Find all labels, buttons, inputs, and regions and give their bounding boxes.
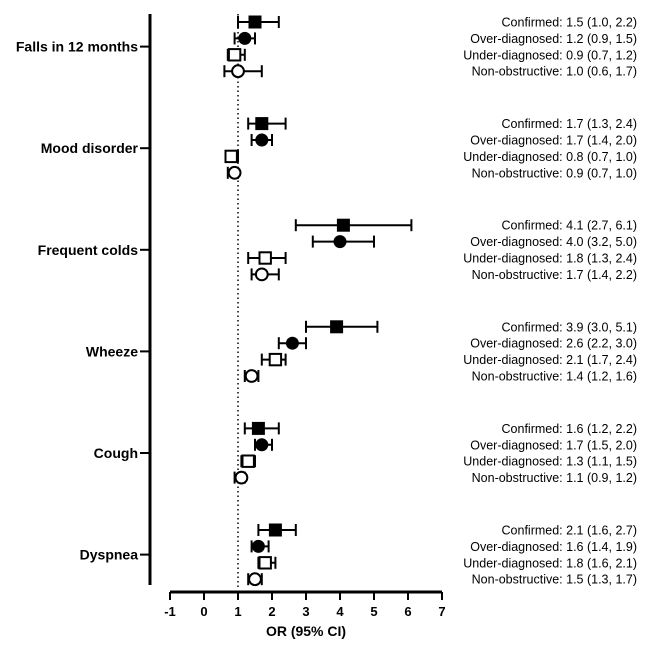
point-filled-circle [285,336,299,350]
estimate-label: Over-diagnosed: 4.0 (3.2, 5.0) [470,235,637,249]
estimate-label: Under-diagnosed: 2.1 (1.7, 2.4) [463,353,637,367]
x-tick-label: -1 [164,604,176,619]
point-open-square [224,149,238,164]
estimate-label: Under-diagnosed: 0.9 (0.7, 1.2) [463,48,637,62]
x-axis-title: OR (95% CI) [266,623,346,639]
point-open-circle [248,572,262,587]
x-tick-label: 5 [370,604,377,619]
x-tick-label: 3 [302,604,309,619]
point-open-circle [254,267,269,282]
estimate-label: Over-diagnosed: 1.2 (0.9, 1.5) [470,32,637,46]
estimate-label: Confirmed: 1.7 (1.3, 2.4) [502,117,637,131]
point-filled-circle [251,539,265,553]
estimate-label: Over-diagnosed: 2.6 (2.2, 3.0) [470,337,637,351]
estimate-label: Confirmed: 4.1 (2.7, 6.1) [502,219,637,233]
category-label: Wheeze [86,343,138,359]
estimate-label: Under-diagnosed: 1.8 (1.3, 2.4) [463,252,637,266]
point-open-square [258,556,272,570]
estimate-label: Non-obstructive: 1.4 (1.2, 1.6) [472,370,637,384]
estimate-annotations: Confirmed: 1.5 (1.0, 2.2) Over-diagnosed:… [463,16,637,587]
estimate-label: Confirmed: 1.6 (1.2, 2.2) [502,422,637,436]
point-open-square [241,454,255,468]
category-label: Frequent colds [38,242,139,258]
point-filled-square [268,523,282,537]
x-tick-label: 0 [200,604,207,619]
category-label: Cough [94,445,138,461]
point-filled-square [336,218,350,232]
estimate-label: Non-obstructive: 0.9 (0.7, 1.0) [472,166,637,180]
estimate-label: Confirmed: 2.1 (1.6, 2.7) [502,524,637,538]
point-filled-square [330,320,344,334]
point-filled-square [248,15,262,29]
point-open-circle [227,165,242,180]
category-label: Dyspnea [80,547,139,563]
point-filled-circle [255,133,269,147]
point-filled-square [251,421,265,435]
category-labels: Falls in 12 months Mood disorder Frequent … [16,39,150,563]
estimate-label: Non-obstructive: 1.7 (1.4, 2.2) [472,268,637,282]
estimate-label: Confirmed: 3.9 (3.0, 5.1) [502,320,637,334]
estimate-label: Over-diagnosed: 1.6 (1.4, 1.9) [470,540,637,554]
x-tick-label: 6 [404,604,411,619]
point-open-circle [234,470,249,485]
estimate-label: Non-obstructive: 1.5 (1.3, 1.7) [472,573,637,587]
point-filled-square [255,117,269,131]
estimate-label: Under-diagnosed: 1.8 (1.6, 2.1) [463,556,637,570]
point-filled-circle [255,438,269,452]
category-label: Falls in 12 months [16,39,138,55]
category-label: Mood disorder [41,140,139,156]
x-tick-label: 1 [234,604,241,619]
x-tick-label: 2 [268,604,275,619]
estimate-label: Under-diagnosed: 1.3 (1.1, 1.5) [463,455,637,469]
x-tick-label: 4 [336,604,344,619]
estimate-label: Over-diagnosed: 1.7 (1.4, 2.0) [470,134,637,148]
point-open-square [268,352,283,367]
point-open-square [258,251,272,265]
estimate-label: Under-diagnosed: 0.8 (0.7, 1.0) [463,150,637,164]
estimate-label: Confirmed: 1.5 (1.0, 2.2) [502,16,637,30]
x-tick-label: 7 [438,604,445,619]
x-axis-ticks [169,592,443,600]
x-axis-tick-labels: -1 0 1 2 3 4 5 6 7 [164,604,445,619]
estimate-label: Over-diagnosed: 1.7 (1.5, 2.0) [470,438,637,452]
point-estimates [224,15,350,587]
estimate-label: Non-obstructive: 1.1 (0.9, 1.2) [472,471,637,485]
point-open-square [227,48,242,62]
confidence-intervals [223,16,413,586]
point-filled-circle [238,31,252,45]
point-open-circle [231,64,245,79]
point-filled-circle [333,235,347,249]
estimate-label: Non-obstructive: 1.0 (0.6, 1.7) [472,65,637,79]
point-open-circle [244,369,259,383]
